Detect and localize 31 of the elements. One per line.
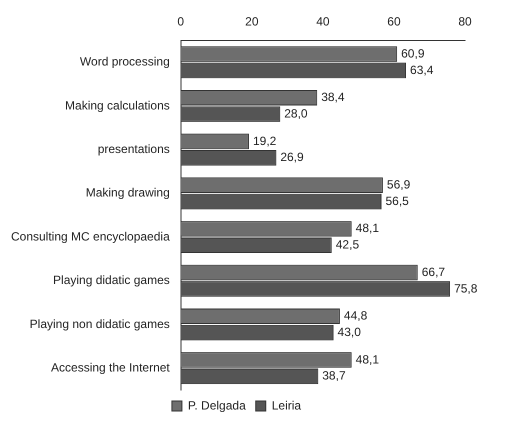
data-label: 28,0 — [284, 106, 308, 120]
y-tick-label: Consulting MC encyclopaedia — [10, 229, 170, 244]
data-label: 26,9 — [280, 150, 304, 164]
data-label: 66,7 — [422, 264, 446, 279]
legend-label: P. Delgada — [188, 398, 246, 412]
y-tick-label: Accessing the Internet — [51, 360, 170, 374]
x-tick-label: 0 — [177, 14, 184, 29]
y-tick-label: Playing didatic games — [53, 273, 170, 288]
y-tick-label: Making calculations — [65, 98, 170, 112]
data-label: 43,0 — [338, 324, 362, 339]
data-label: 75,8 — [454, 281, 478, 296]
x-tick-label: 60 — [387, 14, 401, 29]
data-label: 48,1 — [356, 221, 380, 236]
data-label: 56,5 — [386, 194, 410, 208]
data-label: 60,9 — [401, 46, 425, 60]
y-tick-label: Word processing — [80, 54, 170, 69]
data-label: 63,4 — [410, 62, 434, 77]
data-label: 19,2 — [252, 134, 277, 148]
data-label: 56,9 — [386, 177, 411, 192]
data-label: 38,4 — [321, 90, 345, 104]
x-tick-label: 20 — [245, 14, 259, 29]
data-label: 38,7 — [322, 368, 346, 383]
data-label: 48,1 — [356, 352, 380, 366]
y-tick-label: presentations — [98, 142, 170, 156]
x-tick-label: 40 — [316, 14, 330, 29]
y-tick-label: Making drawing — [86, 186, 170, 200]
data-label: 44,8 — [344, 308, 368, 323]
y-tick-label: Playing non didatic games — [30, 316, 170, 331]
x-tick-label: 80 — [458, 14, 472, 29]
data-label: 42,5 — [336, 238, 360, 252]
legend-label: Leiria — [272, 398, 302, 412]
